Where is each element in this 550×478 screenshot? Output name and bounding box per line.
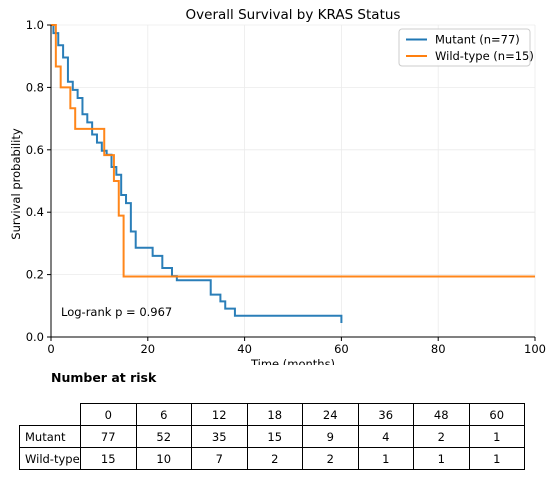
risk-time-cell: 24 [302, 403, 359, 426]
risk-time-cell: 18 [246, 403, 303, 426]
risk-value-cell: 77 [80, 425, 137, 448]
y-axis-ticks: 0.0 0.2 0.4 0.6 0.8 1.0 [26, 18, 51, 344]
risk-value-cell: 1 [357, 447, 414, 470]
x-tick-label: 60 [334, 342, 349, 356]
risk-value-cell: 4 [357, 425, 414, 448]
number-at-risk-table: 0 6 12 18 24 36 48 60 Mutant 77 52 35 15… [19, 403, 525, 470]
risk-time-cell: 0 [80, 403, 137, 426]
logrank-annotation: Log-rank p = 0.967 [61, 305, 172, 319]
chart-title: Overall Survival by KRAS Status [186, 7, 401, 23]
risk-row-label: Mutant [19, 425, 81, 448]
risk-value-cell: 7 [191, 447, 248, 470]
risk-table-heading: Number at risk [51, 370, 157, 385]
risk-time-cell: 36 [357, 403, 414, 426]
risk-row-label: Wild-type [19, 447, 81, 470]
x-tick-label: 20 [140, 342, 155, 356]
survival-curves [51, 24, 535, 323]
risk-value-cell: 1 [468, 425, 525, 448]
y-tick-label: 0.6 [26, 143, 44, 157]
risk-value-cell: 9 [302, 425, 359, 448]
y-tick-label: 0.4 [26, 205, 44, 219]
survival-curve-mutant [51, 24, 343, 323]
legend: Mutant (n=77) Wild-type (n=15) [398, 28, 534, 67]
risk-value-cell: 1 [413, 447, 470, 470]
risk-header-row: 0 6 12 18 24 36 48 60 [19, 403, 525, 426]
y-tick-label: 0.2 [26, 268, 44, 282]
risk-value-cell: 15 [246, 425, 303, 448]
y-tick-label: 0.8 [26, 80, 44, 94]
risk-value-cell: 52 [135, 425, 192, 448]
risk-time-cell: 6 [135, 403, 192, 426]
risk-row-wildtype: Wild-type 15 10 7 2 2 1 1 1 [19, 447, 525, 470]
x-axis-label: Time (months) [250, 357, 335, 365]
risk-value-cell: 1 [468, 447, 525, 470]
risk-row-mutant: Mutant 77 52 35 15 9 4 2 1 [19, 425, 525, 448]
legend-label-wildtype: Wild-type (n=15) [435, 49, 534, 63]
km-survival-chart: Overall Survival by KRAS Status 0 20 40 60 8… [9, 7, 546, 365]
legend-box [398, 28, 531, 67]
x-tick-label: 80 [431, 342, 446, 356]
x-tick-label: 100 [524, 342, 546, 356]
risk-value-cell: 35 [191, 425, 248, 448]
x-tick-label: 0 [47, 342, 54, 356]
risk-value-cell: 2 [413, 425, 470, 448]
survival-curve-wildtype [51, 24, 535, 278]
legend-label-mutant: Mutant (n=77) [435, 33, 520, 47]
gridlines [50, 24, 536, 338]
risk-value-cell: 2 [302, 447, 359, 470]
risk-value-cell: 2 [246, 447, 303, 470]
risk-value-cell: 15 [80, 447, 137, 470]
y-axis-label: Survival probability [9, 128, 23, 240]
risk-header-blank [19, 403, 81, 426]
risk-time-cell: 48 [413, 403, 470, 426]
risk-time-cell: 12 [191, 403, 248, 426]
risk-value-cell: 10 [135, 447, 192, 470]
y-tick-label: 0.0 [26, 330, 44, 344]
x-axis-ticks: 0 20 40 60 80 100 [47, 337, 546, 356]
y-tick-label: 1.0 [26, 18, 44, 32]
x-tick-label: 40 [237, 342, 252, 356]
risk-time-cell: 60 [468, 403, 525, 426]
axes [50, 25, 535, 338]
